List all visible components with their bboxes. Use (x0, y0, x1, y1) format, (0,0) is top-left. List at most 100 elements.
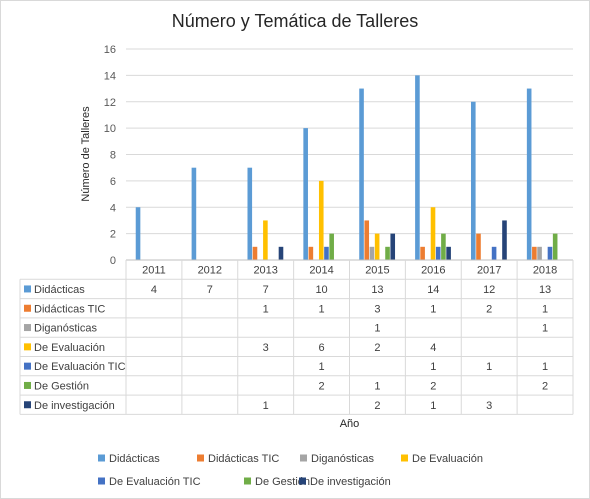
bar (532, 246, 537, 260)
legend-label: De Evaluación (412, 453, 483, 465)
table-cell-value: 12 (483, 284, 495, 296)
legend-swatch (98, 477, 105, 485)
table-cell-value: 13 (371, 284, 383, 296)
legend-swatch (401, 454, 408, 462)
table-series-label: Diganósticas (34, 323, 97, 335)
bar (547, 246, 553, 260)
table-series-label: De Gestión (34, 380, 89, 392)
table-cell-value: 1 (319, 303, 325, 315)
table-legend-key (24, 401, 31, 409)
legend-swatch (300, 454, 307, 462)
y-tick-label: 8 (110, 150, 116, 162)
x-tick-label: 2012 (198, 265, 222, 277)
table-cell-value: 1 (430, 400, 436, 412)
table-cell-value: 1 (486, 361, 492, 373)
bar (470, 101, 476, 260)
table-series-label: Didácticas (34, 284, 85, 296)
bar (369, 246, 375, 260)
table-cell-value: 2 (430, 380, 436, 392)
table-cell-value: 2 (542, 380, 548, 392)
bar (252, 246, 258, 260)
bar (318, 180, 324, 260)
legend-label: De investigación (310, 476, 391, 488)
bar (263, 220, 268, 260)
table-cell-value: 3 (486, 400, 492, 412)
table-cell-value: 7 (207, 284, 213, 296)
bar (324, 246, 329, 260)
legend-label: Diganósticas (311, 453, 374, 465)
x-tick-label: 2017 (477, 265, 501, 277)
y-tick-label: 10 (104, 123, 116, 135)
bar (278, 246, 284, 260)
table-legend-key (24, 285, 31, 293)
x-tick-label: 2015 (365, 265, 389, 277)
table-cell-value: 1 (542, 303, 548, 315)
table-series-label: De Evaluación (34, 342, 105, 354)
legend-swatch (299, 477, 306, 485)
x-tick-label: 2016 (421, 265, 445, 277)
y-tick-label: 0 (110, 255, 116, 267)
table-cell-value: 1 (542, 323, 548, 335)
legend-label: De Evaluación TIC (109, 476, 201, 488)
bar (435, 246, 441, 260)
bar (552, 233, 558, 260)
bar (537, 246, 542, 260)
table-legend-key (24, 324, 31, 332)
bar (390, 233, 396, 260)
table-cell-value: 6 (319, 342, 325, 354)
legend-swatch (244, 477, 251, 485)
bar (446, 246, 451, 260)
bar (385, 246, 390, 260)
y-tick-label: 14 (104, 70, 116, 82)
table-legend-key (24, 304, 31, 312)
x-tick-label: 2013 (253, 265, 277, 277)
table-legend-key (24, 381, 31, 389)
table-cell-value: 1 (374, 380, 380, 392)
bar (526, 88, 532, 260)
y-tick-label: 16 (104, 44, 116, 56)
table-cell-value: 13 (539, 284, 551, 296)
y-tick-label: 2 (110, 229, 116, 241)
table-cell-value: 1 (263, 400, 269, 412)
y-tick-label: 4 (110, 202, 116, 214)
x-axis-label: Año (339, 418, 360, 430)
table-legend-key (24, 362, 31, 370)
table-cell-value: 4 (430, 342, 436, 354)
table-cell-value: 1 (542, 361, 548, 373)
bar (364, 220, 370, 260)
table-legend-key (24, 343, 31, 351)
table-cell-value: 1 (263, 303, 269, 315)
table-cell-value: 2 (374, 342, 380, 354)
bar (303, 128, 308, 260)
table-cell-value: 1 (430, 361, 436, 373)
table-cell-value: 1 (430, 303, 436, 315)
bar (329, 233, 334, 260)
table-cell-value: 2 (374, 400, 380, 412)
y-tick-label: 6 (110, 176, 116, 188)
x-tick-label: 2014 (309, 265, 333, 277)
bar (415, 75, 420, 260)
bar (502, 220, 507, 260)
bar (430, 207, 436, 260)
bar (476, 233, 481, 260)
legend-label: Didácticas TIC (208, 453, 279, 465)
table-series-label: De investigación (34, 400, 115, 412)
table-cell-value: 2 (319, 380, 325, 392)
bar (247, 167, 253, 260)
table-cell-value: 1 (374, 323, 380, 335)
bar (441, 233, 446, 260)
bar (420, 246, 425, 260)
table-series-label: De Evaluación TIC (34, 361, 126, 373)
x-tick-label: 2011 (142, 265, 166, 277)
table-cell-value: 7 (263, 284, 269, 296)
table-series-label: Didácticas TIC (34, 303, 105, 315)
y-tick-label: 12 (104, 97, 116, 109)
legend-label: De Gestión (255, 476, 310, 488)
table-cell-value: 4 (151, 284, 157, 296)
chart-title: Número y Temática de Talleres (171, 11, 419, 31)
bar (359, 88, 364, 260)
bar (374, 233, 380, 260)
legend-label: Didácticas (109, 453, 160, 465)
legend-swatch (98, 454, 105, 462)
